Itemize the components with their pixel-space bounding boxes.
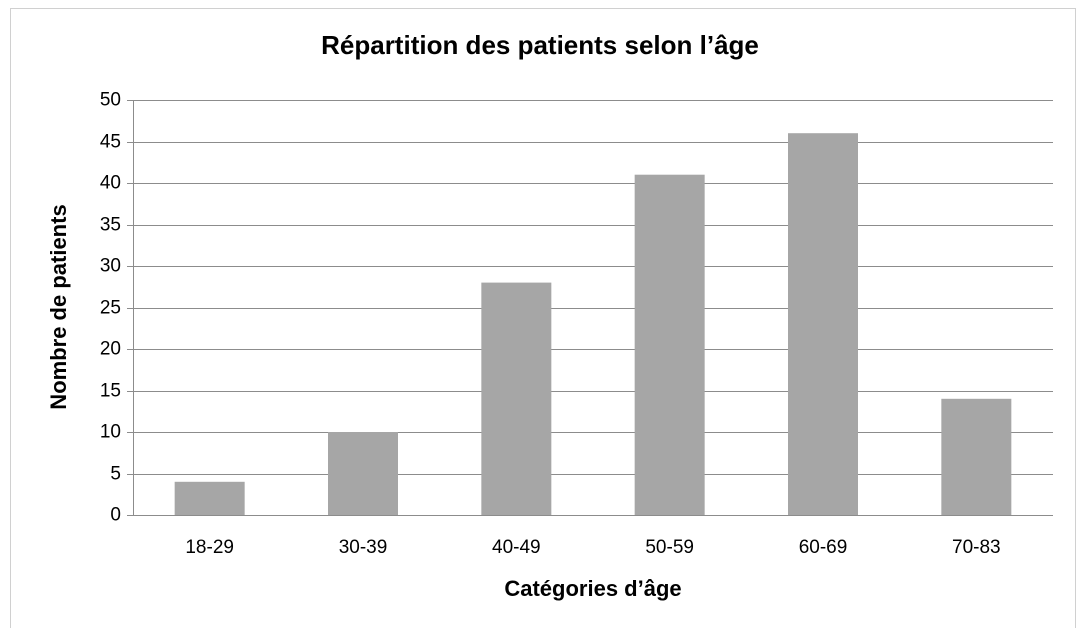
y-tick-label: 20 (100, 339, 121, 360)
bar (788, 133, 858, 515)
y-tick-label: 30 (100, 256, 121, 277)
y-tick-label: 35 (100, 215, 121, 236)
x-tick-label: 60-69 (799, 537, 848, 558)
y-tick-label: 25 (100, 298, 121, 319)
y-tick-label: 10 (100, 422, 121, 443)
y-tick-label: 40 (100, 173, 121, 194)
bar (941, 398, 1012, 515)
y-tick-label: 50 (100, 90, 121, 111)
x-tick-label: 18-29 (185, 537, 234, 558)
chart-title: Répartition des patients selon l’âge (321, 30, 759, 60)
chart-frame (10, 8, 1076, 628)
y-tick-label: 0 (110, 505, 121, 526)
x-tick-label: 70-83 (952, 537, 1001, 558)
bar (481, 282, 552, 515)
x-tick-label: 30-39 (339, 537, 388, 558)
y-tick-label: 5 (110, 464, 121, 485)
x-tick-label: 40-49 (492, 537, 541, 558)
y-tick-label: 15 (100, 381, 121, 402)
bar (328, 432, 398, 515)
bar (634, 174, 705, 515)
bar (174, 481, 245, 515)
y-axis-label: Nombre de patients (46, 204, 71, 409)
x-tick-label: 50-59 (645, 537, 694, 558)
x-axis-label: Catégories d’âge (504, 576, 681, 601)
y-tick-label: 45 (100, 132, 121, 153)
